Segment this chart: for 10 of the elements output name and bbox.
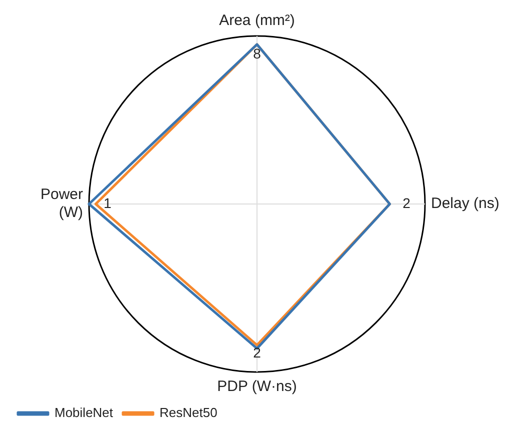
legend-label: ResNet50	[160, 405, 218, 420]
text: 8	[253, 45, 261, 62]
legend-label: MobileNet	[54, 405, 114, 420]
text: 2	[402, 194, 410, 211]
spoke-label: Delay (ns)	[431, 195, 500, 212]
text: 2	[253, 344, 261, 360]
text: 1	[104, 194, 112, 211]
spoke-label: Area (mm²)	[219, 12, 295, 30]
spoke-label: Power (W)	[40, 186, 83, 222]
spoke-label: PDP (W·ns)	[217, 378, 297, 396]
